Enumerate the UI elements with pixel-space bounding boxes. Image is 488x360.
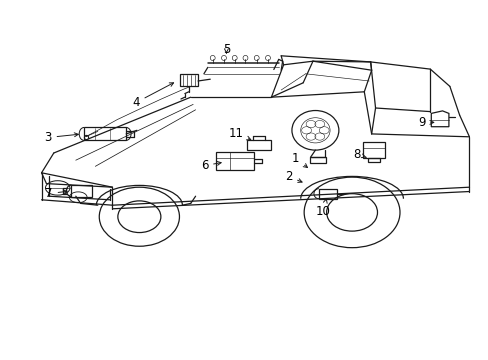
Text: 2: 2 — [284, 170, 302, 183]
Text: 1: 1 — [291, 152, 307, 167]
Text: 5: 5 — [222, 43, 230, 56]
Text: 9: 9 — [417, 116, 433, 129]
Text: 10: 10 — [315, 199, 329, 218]
Text: 3: 3 — [44, 131, 78, 144]
Text: 4: 4 — [132, 83, 173, 109]
Text: 8: 8 — [352, 148, 366, 161]
Text: 6: 6 — [200, 159, 221, 172]
Text: 11: 11 — [228, 127, 250, 140]
Text: 7: 7 — [45, 187, 67, 200]
